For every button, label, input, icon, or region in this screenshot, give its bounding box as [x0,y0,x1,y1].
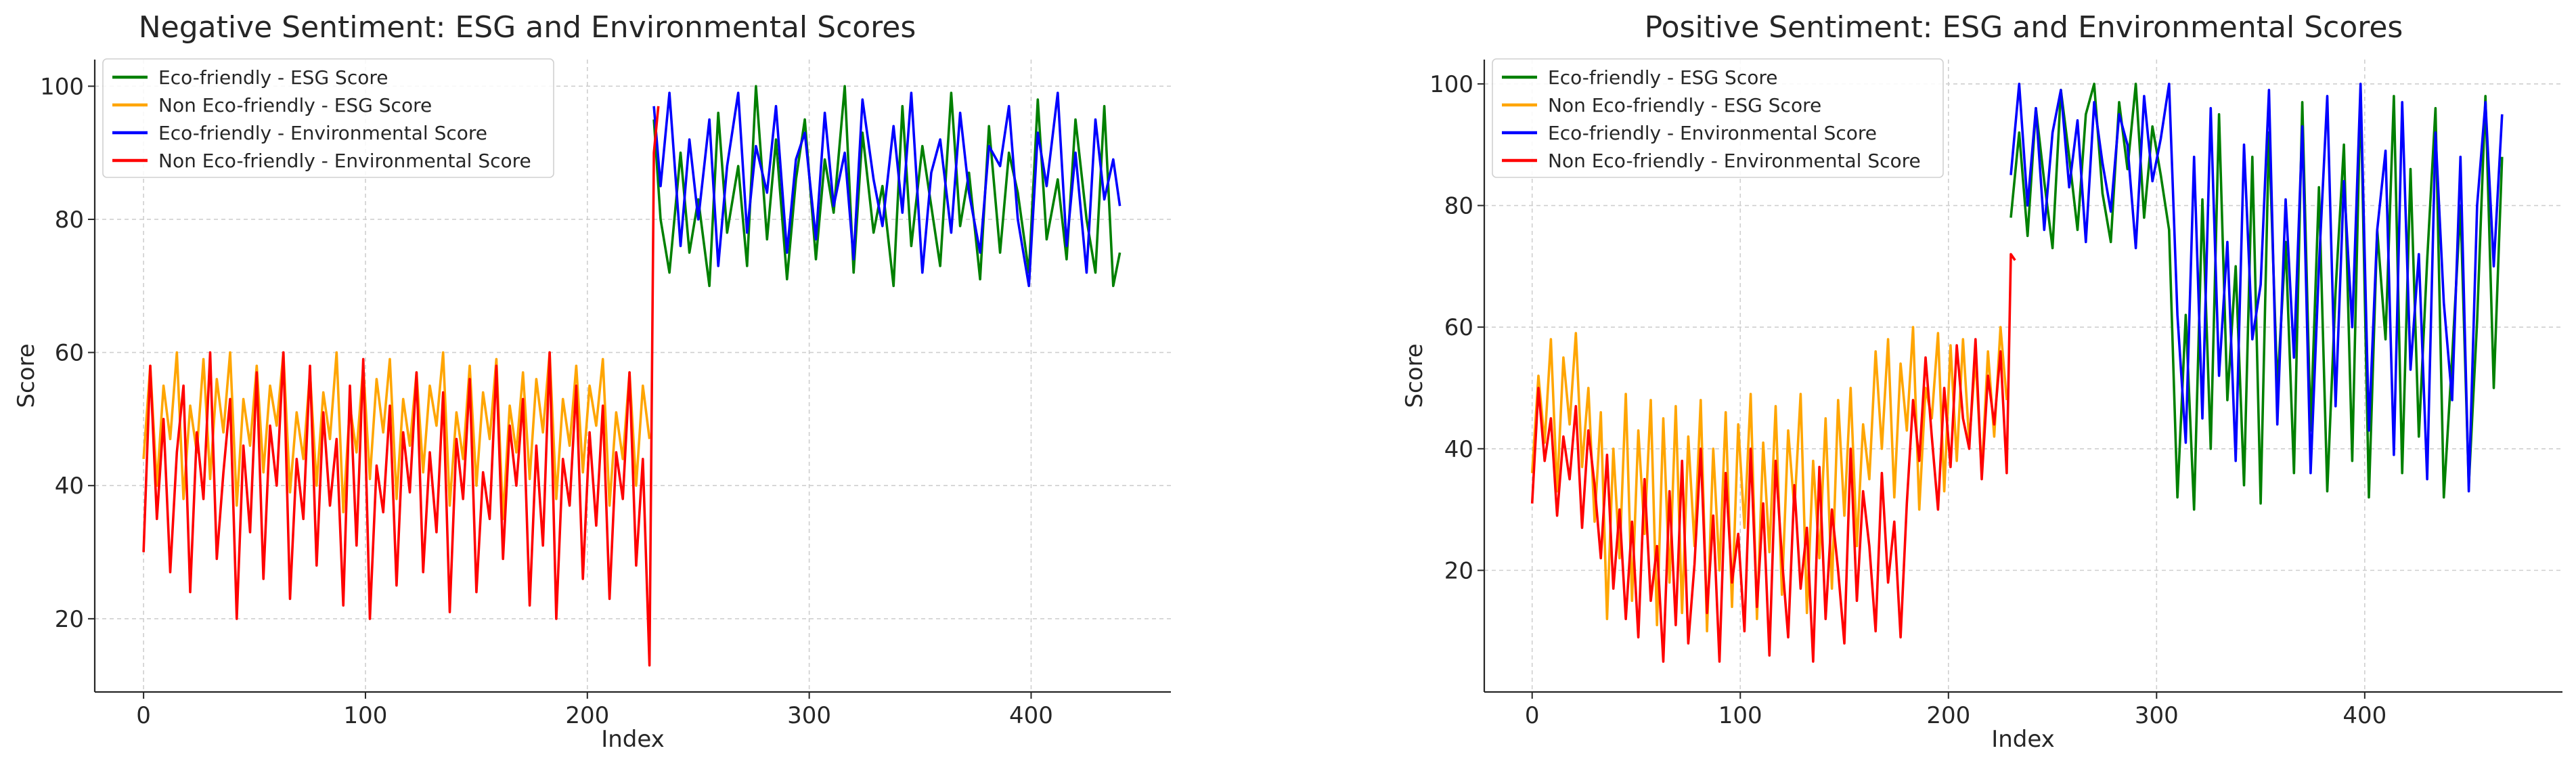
legend: Eco-friendly - ESG Score Non Eco-friendly… [1492,58,1944,178]
x-tick-label: 0 [1525,702,1540,729]
legend-label: Non Eco-friendly - Environmental Score [158,150,531,172]
series-line-eco-friendly-esg-score [2009,83,2504,511]
x-axis-label: Index [1991,726,2055,753]
y-tick-label: 80 [1444,193,1473,220]
x-tick-label: 400 [1009,702,1053,729]
legend-box [1492,58,1944,178]
series-line-eco-friendly-esg-score [652,85,1122,288]
legend-label: Eco-friendly - Environmental Score [1548,122,1877,144]
y-tick-label: 100 [40,73,84,100]
x-tick-label: 300 [787,702,831,729]
y-tick-label: 100 [1429,71,1473,98]
series-line-non-eco-friendly-environmental-score [1530,253,2016,663]
y-tick-label: 80 [55,207,84,234]
x-tick-label: 0 [136,702,151,729]
chart-title: Negative Sentiment: ESG and Environmenta… [139,10,916,45]
axis-ticks: 0 100 200 300 400 20 40 60 80 100 [1429,71,2386,729]
y-tick-label: 20 [1444,557,1473,584]
series-lines [142,85,1122,667]
x-tick-label: 300 [2135,702,2179,729]
x-tick-label: 200 [1926,702,1970,729]
series-line-eco-friendly-environmental-score [2009,83,2504,493]
x-axis-label: Index [601,726,665,753]
legend-label: Non Eco-friendly - ESG Score [1548,94,1821,116]
y-axis-label: Score [1401,343,1428,408]
legend-label: Non Eco-friendly - Environmental Score [1548,150,1921,172]
axis-ticks: 0 100 200 300 400 20 40 60 80 100 [40,73,1053,729]
y-axis-label: Score [13,343,40,408]
negative-sentiment-chart: Negative Sentiment: ESG and Environmenta… [13,10,1171,753]
legend-label: Non Eco-friendly - ESG Score [158,94,432,116]
chart-title: Positive Sentiment: ESG and Environmenta… [1645,10,2403,45]
legend-box [102,58,554,178]
legend: Eco-friendly - ESG Score Non Eco-friendly… [102,58,554,178]
y-tick-label: 60 [55,340,84,367]
y-tick-label: 20 [55,606,84,633]
positive-sentiment-chart: Positive Sentiment: ESG and Environmenta… [1401,10,2562,753]
legend-label: Eco-friendly - ESG Score [158,66,388,89]
y-tick-label: 40 [1444,436,1473,463]
series-line-non-eco-friendly-environmental-score [142,106,660,667]
y-tick-label: 60 [1444,314,1473,341]
x-tick-label: 200 [565,702,609,729]
legend-label: Eco-friendly - Environmental Score [158,122,487,144]
x-tick-label: 400 [2342,702,2386,729]
series-line-eco-friendly-environmental-score [652,91,1122,288]
y-tick-label: 40 [55,473,84,500]
x-tick-label: 100 [344,702,388,729]
x-tick-label: 100 [1718,702,1762,729]
series-lines [1530,83,2504,663]
legend-label: Eco-friendly - ESG Score [1548,66,1777,89]
series-line-non-eco-friendly-esg-score [142,351,651,521]
